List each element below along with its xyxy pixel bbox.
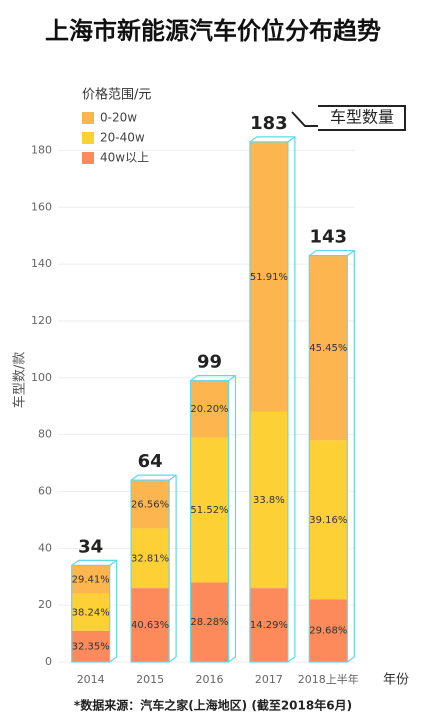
y-tick-label: 80 [38,428,52,441]
y-tick-label: 40 [38,541,52,554]
bar-outline [308,249,355,663]
segment-label: 28.28% [190,617,228,628]
legend-label: 20-40w [100,131,145,145]
bar-segment [249,588,288,662]
segment-label: 45.45% [309,343,347,354]
y-tick-label: 60 [38,484,52,497]
x-tick-label: 2015 [136,673,164,686]
segment-label: 51.91% [250,272,288,283]
segment-label: 39.16% [309,515,347,526]
segment-label: 32.81% [131,553,169,564]
x-tick-label: 2016 [196,673,224,686]
legend-title: 价格范围/元 [82,87,151,103]
bar-segment [190,380,229,438]
annotation: 车型数量 [330,108,394,127]
y-tick-label: 0 [45,655,52,668]
total-label: 34 [78,536,103,557]
legend-swatch [82,112,94,124]
bar-segment [249,411,288,589]
segment-label: 33.8% [253,495,285,506]
legend-swatch [82,152,94,164]
bar-segment [309,255,348,441]
bar-outline [130,474,177,663]
y-tick-label: 180 [31,143,52,156]
bar-outline [71,559,118,663]
bar-segment [190,582,229,662]
bar-segment [71,593,110,631]
x-tick-label: 2017 [255,673,283,686]
segment-label: 26.56% [131,499,169,510]
y-tick-label: 120 [31,314,52,327]
x-tick-label: 2014 [77,673,105,686]
segment-label: 51.52% [190,505,228,516]
x-axis-label: 年份 [383,673,409,688]
bar-segment [309,440,348,600]
segment-label: 38.24% [72,607,110,618]
total-label: 183 [250,113,288,134]
legend-label: 0-20w [100,111,137,125]
bar-outline [190,375,237,663]
chart-title: 上海市新能源汽车价位分布趋势 [45,17,381,45]
bar-front-outline [130,479,170,663]
bar-segment [131,480,170,529]
y-tick-label: 100 [31,371,52,384]
bar-outline [249,136,296,663]
segment-label: 20.20% [190,404,228,415]
total-label: 143 [310,227,348,248]
y-tick-label: 140 [31,257,52,270]
legend-swatch [82,132,94,144]
bar-segment [71,630,110,662]
bar-segment [249,141,288,412]
total-label: 64 [138,451,163,472]
x-tick-label: 2018上半年 [298,672,359,686]
segment-label: 14.29% [250,620,288,631]
bar-segment [71,565,110,594]
bar-front-outline [71,564,111,663]
bar-segment [131,528,170,589]
bar-segment [309,599,348,662]
bar-front-outline [249,141,289,663]
y-tick-label: 20 [38,598,52,611]
segment-label: 29.41% [72,575,110,586]
bar-segment [131,588,170,662]
legend-label: 40w以上 [100,151,149,165]
bar-front-outline [189,380,230,663]
segment-label: 40.63% [131,620,169,631]
y-tick-label: 160 [31,200,52,213]
segment-label: 29.68% [309,626,347,637]
y-axis-label: 车型数/款 [12,352,28,408]
bar-front-outline [308,254,348,663]
total-label: 99 [197,352,222,373]
source-note: *数据来源：汽车之家(上海地区) (截至2018年6月) [74,698,352,713]
bar-segment [190,437,229,583]
segment-label: 32.35% [72,641,110,652]
annotation-bracket [291,105,406,131]
